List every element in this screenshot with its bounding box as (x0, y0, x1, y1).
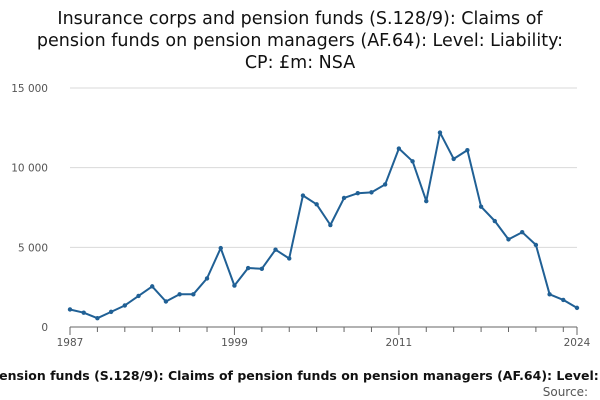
data-point (328, 222, 333, 228)
data-point (533, 242, 539, 248)
data-point (245, 265, 251, 271)
data-point (67, 307, 73, 312)
gridlines (70, 87, 577, 248)
data-point (396, 146, 402, 151)
data-point (287, 256, 292, 261)
data-point (492, 218, 497, 224)
data-point (259, 266, 265, 272)
data-point (382, 182, 388, 187)
data-point (163, 299, 169, 304)
data-point (81, 310, 86, 315)
y-tick-label: 10 000 (11, 163, 48, 175)
data-point (341, 195, 347, 201)
x-tick-label: 1987 (57, 337, 84, 349)
x-tick-label: 2011 (385, 337, 412, 349)
data-point (424, 198, 429, 204)
data-point (150, 284, 155, 289)
y-tick-label: 15 000 (11, 83, 48, 95)
data-point (574, 305, 580, 311)
data-point (314, 202, 319, 207)
chart-title: Insurance corps and pension funds (S.128… (37, 9, 563, 73)
data-point (300, 193, 306, 198)
x-tick-label: 1999 (221, 337, 248, 349)
data-point (410, 159, 415, 164)
data-point (451, 156, 456, 162)
chart-title-line-2: pension funds on pension managers (AF.64… (37, 31, 563, 51)
data-point (191, 292, 196, 297)
data-point (478, 204, 484, 209)
series-group (67, 130, 580, 321)
legend-entry: Insurance corps and pension funds (S.128… (0, 368, 600, 383)
source-label: Source: (543, 385, 588, 399)
data-point (369, 190, 374, 195)
chart-title-line-3: CP: £m: NSA (245, 53, 355, 73)
y-tick-label: 5 000 (18, 242, 48, 254)
data-point (122, 303, 128, 308)
series-line (69, 131, 578, 320)
data-point (519, 229, 525, 235)
data-point (108, 309, 114, 315)
y-axis: 0 5 000 10 000 15 000 (11, 83, 48, 334)
data-point (561, 297, 566, 303)
data-point (273, 247, 278, 252)
data-point (355, 190, 360, 196)
x-axis: 1987 1999 2011 2024 (57, 326, 591, 349)
data-point (506, 237, 511, 242)
x-tick-label: 2024 (564, 337, 591, 349)
data-point (232, 283, 237, 288)
data-point (177, 292, 182, 297)
data-point (95, 316, 100, 321)
data-point (218, 245, 223, 251)
y-tick-label: 0 (41, 322, 48, 334)
data-point (465, 147, 470, 153)
chart-title-line-1: Insurance corps and pension funds (S.128… (57, 9, 543, 29)
data-point (547, 292, 552, 297)
data-point (136, 293, 141, 299)
data-point (204, 276, 210, 281)
data-point (437, 130, 443, 135)
